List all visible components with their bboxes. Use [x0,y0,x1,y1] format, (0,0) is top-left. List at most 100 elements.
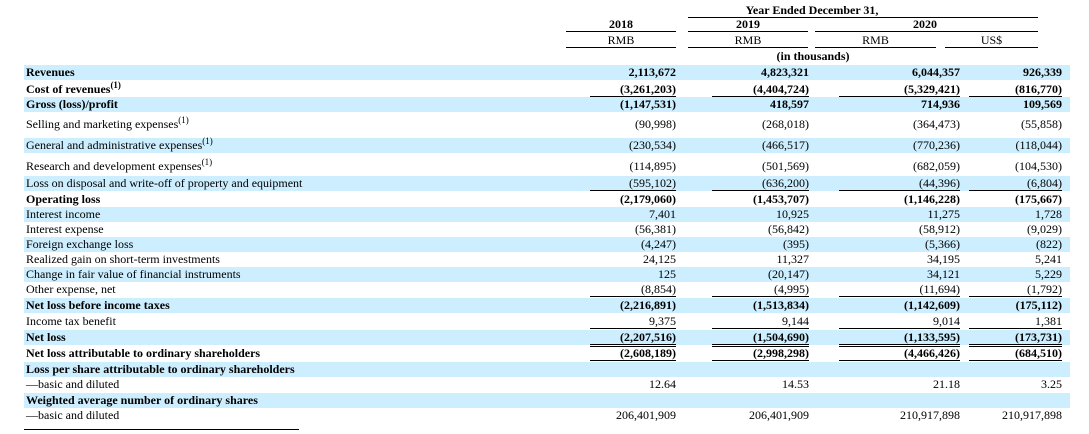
period-heading: Year Ended December 31, [745,3,879,17]
value-cell: 14.53 [782,377,809,391]
value-cell: 210,917,898 [1002,408,1062,422]
value-cell: 11,275 [927,207,960,221]
footnote-marker: (1) [110,80,121,90]
table-row: Selling and marketing expenses(1) (90,998… [24,115,1070,132]
row-label-text: Interest income [26,207,101,221]
year-2020-underline [815,31,1038,32]
value-cell: (1,453,707) [753,192,809,206]
row-label: Gross (loss)/profit [26,97,118,111]
table-row: Other expense, net (8,854) (4,995) (11,694)… [24,282,1070,297]
value-cell: (5,366) [925,237,960,251]
footnote-marker: (1) [178,115,189,125]
value-cell: 7,401 [649,207,676,221]
value-cell: (104,530) [1015,159,1062,173]
row-label: Operating loss [26,192,100,206]
row-label-text: Other expense, net [26,282,116,296]
value-cell: 21.18 [933,377,960,391]
row-label: Change in fair value of financial instru… [26,267,241,281]
footnote-marker: (1) [202,136,213,146]
value-cell: (20,147) [768,267,809,281]
value-cell: (1,142,609) [904,298,960,312]
row-label: General and administrative expenses(1) [26,136,213,153]
row-label: Realized gain on short-term investments [26,252,220,266]
value-cell: (1,147,531) [620,97,676,111]
table-row: —basic and diluted 206,401,909 206,401,909… [24,408,1070,423]
year-2018-underline [566,31,676,32]
row-label: Loss on disposal and write-off of proper… [26,176,302,190]
row-label-text: Selling and marketing expenses [26,117,179,131]
value-cell: 11,327 [776,252,809,266]
value-cell: (466,517) [762,138,809,152]
value-cell: 210,917,898 [900,408,960,422]
value-cell: 24,125 [643,252,676,266]
value-cell: 34,195 [927,252,960,266]
table-row: Income tax benefit 9,375 9,144 9,014 1,381 [24,314,1070,329]
currency-2020-usd: US$ [980,33,1003,47]
value-cell: 418,597 [770,97,809,111]
currency-2019: RMB [734,33,762,47]
table-row: Loss per share attributable to ordinary … [24,362,1070,377]
value-cell: (1,133,595) [839,330,960,347]
value-cell: (56,842) [768,222,809,236]
year-2020: 2020 [913,17,937,31]
currency-2020-usd-underline [945,47,1038,48]
value-cell: (5,329,421) [839,82,960,97]
table-row: Cost of revenues(1) (3,261,203) (4,404,724… [24,80,1070,97]
currency-2018: RMB [607,33,635,47]
footnote-marker: (1) [201,157,213,167]
value-cell: 125 [658,267,676,281]
value-cell: 1,728 [1035,207,1062,221]
row-label-text: Net loss [26,330,66,344]
row-label-text: Revenues [26,65,75,79]
value-cell [712,362,809,376]
value-cell: (816,770) [969,82,1062,97]
row-label: Foreign exchange loss [26,237,133,251]
table-row: Realized gain on short-term investments 2… [24,252,1070,267]
value-cell: (6,804) [969,176,1062,191]
row-label: Interest expense [26,222,104,236]
value-cell [590,362,676,376]
year-2019-underline [688,31,808,32]
footnote-rule [24,429,299,430]
row-label: —basic and diluted [26,377,119,391]
value-cell: (4,995) [712,282,809,297]
value-cell: (4,247) [641,237,676,251]
value-cell: 34,121 [927,267,960,281]
row-label-text: Cost of revenues [26,82,111,96]
table-row: Change in fair value of financial instru… [24,267,1070,282]
row-label-text: Net loss attributable to ordinary shareh… [26,346,261,360]
value-cell: 12.64 [649,377,676,391]
value-cell: 926,339 [1023,65,1062,79]
period-underline [688,17,1038,18]
value-cell: (90,998) [635,117,676,131]
table-row: Foreign exchange loss (4,247) (395) (5,366)… [24,237,1070,252]
value-cell: 9,144 [712,314,809,329]
value-cell: (8,854) [590,282,676,297]
value-cell: (1,146,228) [904,192,960,206]
value-cell: (268,018) [762,117,809,131]
table-row: Weighted average number of ordinary shar… [24,393,1070,408]
value-cell: (118,044) [1015,138,1062,152]
table-row: Interest expense (56,381) (56,842) (58,912)… [24,222,1070,237]
row-label-text: General and administrative expenses [26,138,203,152]
value-cell: (3,261,203) [590,82,676,97]
value-cell: (2,207,516) [590,330,676,347]
value-cell: 2,113,672 [628,65,676,79]
currency-2019-underline [688,47,808,48]
value-cell [969,362,1062,376]
currency-2020-rmb: RMB [862,33,889,47]
row-label: Income tax benefit [26,314,116,328]
value-cell: 109,569 [1023,97,1062,111]
value-cell: (230,534) [629,138,676,152]
table-row: Loss on disposal and write-off of proper… [24,176,1070,191]
row-label-text: Loss on disposal and write-off of proper… [26,176,303,190]
year-2018: 2018 [609,17,633,31]
row-label: Other expense, net [26,282,116,296]
row-label-text: —basic and diluted [26,377,120,391]
table-row: Net loss before income taxes (2,216,891) (… [24,298,1070,313]
row-label-text: Weighted average number of ordinary shar… [26,393,258,407]
row-label: Net loss attributable to ordinary shareh… [26,346,260,360]
row-label-text: Interest expense [26,222,104,236]
table-row: Gross (loss)/profit (1,147,531) 418,597 714… [24,97,1070,112]
value-cell: (1,792) [969,282,1062,297]
